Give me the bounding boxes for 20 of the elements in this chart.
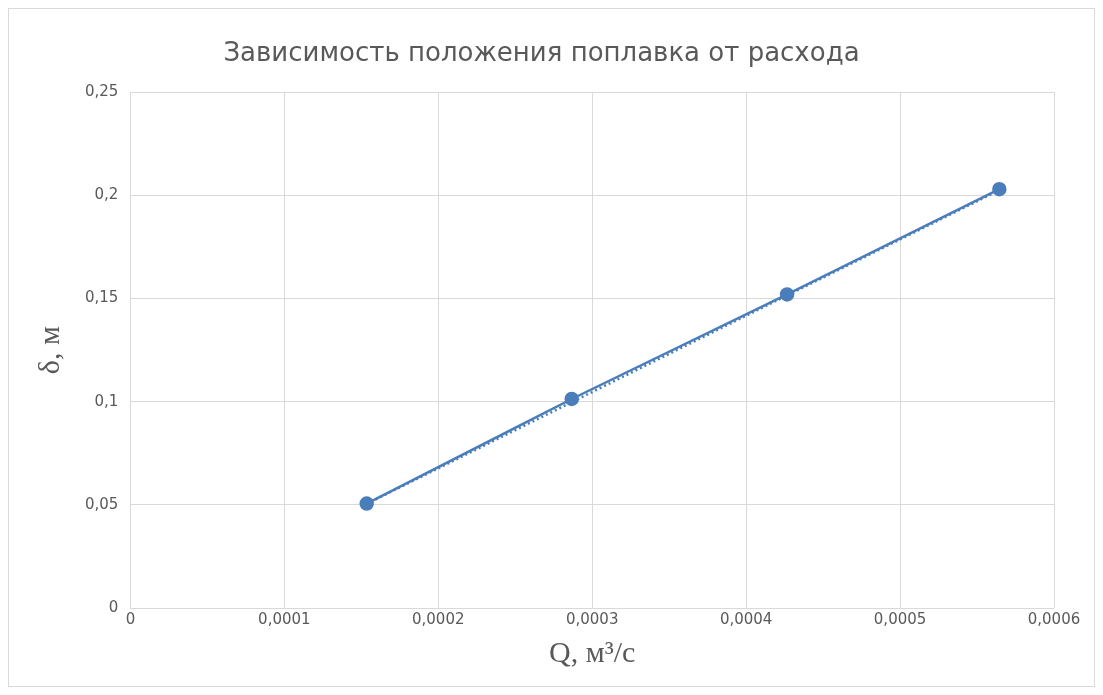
point [992, 181, 1007, 197]
point [359, 496, 374, 511]
x-tick-label: 0,0006 [1027, 609, 1081, 628]
x-tick-label: 0,0005 [873, 609, 927, 628]
point [779, 287, 795, 302]
chart-title: Зависимость положения поплавка от расхода [223, 37, 860, 68]
y-tick-label: 0 [108, 597, 119, 616]
y-tick-label: 0,25 [84, 82, 119, 101]
x-tick-label: 0,0003 [565, 609, 619, 628]
x-tick-label: 0,0001 [258, 609, 311, 628]
x-axis-title: Q, м³/с [549, 634, 636, 668]
y-axis-title: δ, м [31, 326, 65, 375]
y-tick-label: 0,05 [84, 494, 119, 513]
y-tick-label: 0,2 [94, 185, 119, 204]
x-tick-label: 0,0004 [719, 609, 773, 628]
x-tick-label: 0 [125, 609, 136, 628]
x-tick-label: 0,0002 [412, 609, 465, 628]
y-tick-label: 0,15 [84, 288, 119, 307]
point [564, 391, 579, 407]
y-tick-label: 0,1 [94, 391, 119, 410]
